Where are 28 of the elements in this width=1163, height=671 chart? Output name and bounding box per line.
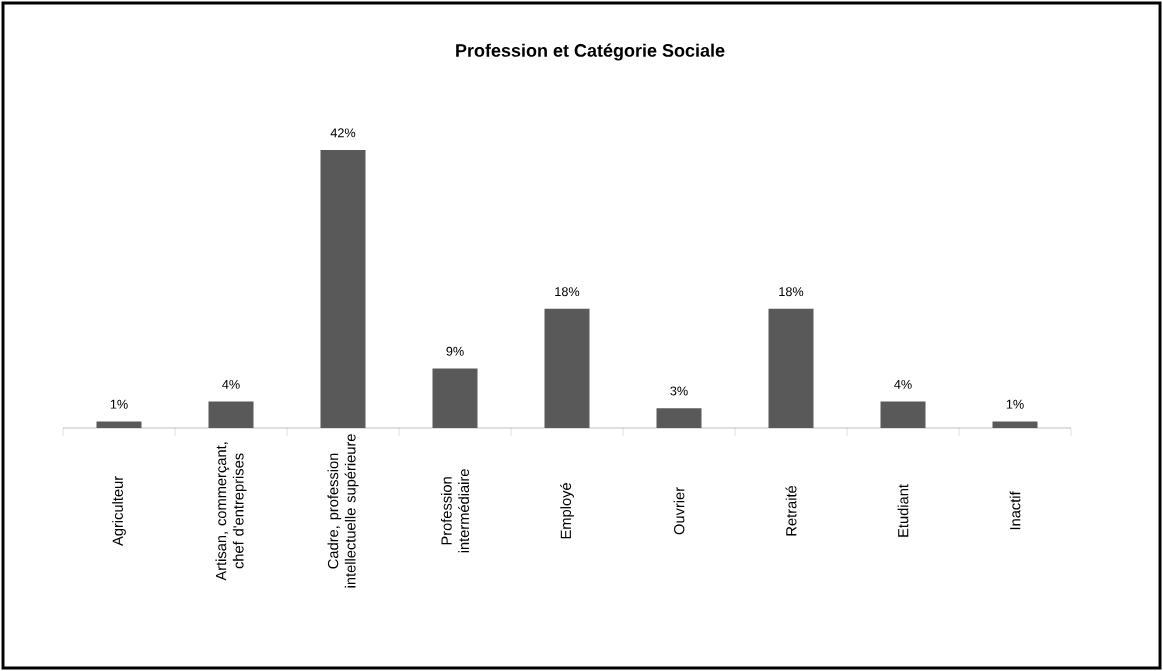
bar xyxy=(656,408,702,428)
data-label: 4% xyxy=(222,379,240,389)
bar xyxy=(320,149,366,428)
data-label: 42% xyxy=(330,128,356,138)
data-label: 4% xyxy=(894,379,912,389)
bar xyxy=(768,308,814,428)
x-tick-label: Inactif xyxy=(1009,491,1021,530)
x-tick-label: Ouvrier xyxy=(673,487,685,535)
x-tick-label: Agriculteur xyxy=(112,476,126,546)
x-tick-label: Cadre, profession intellectuelle supérieure xyxy=(327,434,359,588)
bar xyxy=(432,368,478,428)
bar xyxy=(96,421,142,428)
data-label: 3% xyxy=(670,386,688,396)
data-label: 1% xyxy=(1006,399,1024,409)
bar xyxy=(880,401,926,428)
bar xyxy=(544,308,590,428)
x-tick-label: Employé xyxy=(560,483,574,539)
data-label: 18% xyxy=(555,287,580,297)
data-label: 1% xyxy=(110,399,128,409)
bar xyxy=(208,401,254,428)
data-label: 18% xyxy=(779,287,804,297)
bar xyxy=(992,421,1038,428)
x-tick-label: Retraité xyxy=(785,485,797,536)
x-tick-label: Artisan, commerçant, chef d'entreprises xyxy=(215,442,247,581)
chart-title: Profession et Catégorie Sociale xyxy=(456,43,725,61)
data-label: 9% xyxy=(446,346,464,356)
x-tick-label: Profession intermédiaire xyxy=(440,469,470,553)
x-tick-label: Etudiant xyxy=(897,484,909,537)
